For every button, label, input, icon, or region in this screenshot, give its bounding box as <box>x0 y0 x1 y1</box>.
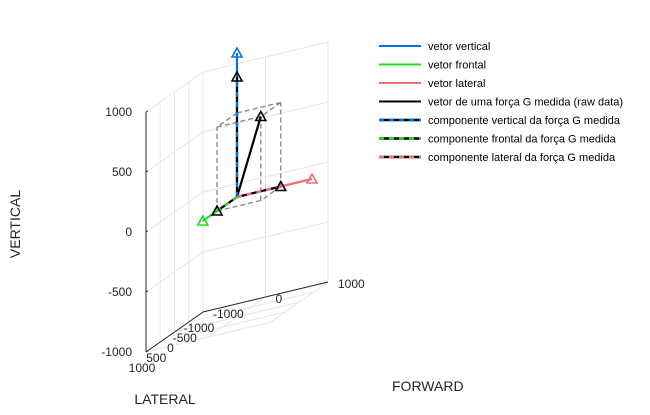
grid-line <box>145 131 204 173</box>
data-series <box>196 46 319 226</box>
y-tick-label: 0 <box>167 341 174 355</box>
z-tick-mark <box>145 350 148 353</box>
grid-line <box>202 41 329 73</box>
endpoint-marker <box>230 46 244 58</box>
z-tick-mark <box>145 230 148 233</box>
box-edge <box>216 115 261 128</box>
legend-label: vetor frontal <box>428 60 486 72</box>
legend-label: componente vertical da força G medida <box>428 115 621 127</box>
y-axis-line <box>145 311 204 353</box>
endpoint-marker <box>305 172 319 184</box>
y-axis-title: LATERAL <box>134 391 195 407</box>
legend-label: vetor de uma força G medida (raw data) <box>428 97 623 109</box>
endpoint-marker <box>210 204 224 216</box>
z-axis-title: VERTICAL <box>7 190 23 258</box>
legend-label: componente lateral da força G medida <box>428 152 616 164</box>
legend-label: componente frontal da força G medida <box>428 134 617 146</box>
y-tick-label: -500 <box>173 331 197 345</box>
x-tick-label: 1000 <box>338 277 365 291</box>
grid-line <box>145 321 272 353</box>
endpoint-marker <box>254 109 268 122</box>
grid-line <box>160 311 286 343</box>
grid-line <box>188 291 314 323</box>
z-tick-label: -1000 <box>101 345 132 359</box>
axes-frame <box>145 110 329 353</box>
grid-line <box>145 71 204 113</box>
series-line <box>236 185 282 199</box>
z-tick-label: 500 <box>112 165 132 179</box>
series-line <box>216 196 238 212</box>
x-axis-title: FORWARD <box>392 378 464 394</box>
tick-labels: 10005000-500-100010005000-500-1000-10000… <box>101 105 365 375</box>
grid-line <box>202 221 329 253</box>
legend: vetor vertical vetor frontal vetor lateral… <box>379 41 623 164</box>
endpoint-marker <box>196 214 210 226</box>
grid-line <box>202 161 329 193</box>
grid-line <box>145 191 204 233</box>
axis-titles: VERTICAL LATERAL FORWARD <box>7 190 464 407</box>
x-tick-label: 0 <box>276 292 283 306</box>
z-tick-label: 1000 <box>105 105 132 119</box>
grid-line <box>174 301 300 333</box>
x-axis-line <box>202 281 329 313</box>
box-edge <box>260 101 282 118</box>
grid-line <box>202 101 329 133</box>
z-tick-label: 0 <box>125 225 132 239</box>
endpoint-marker <box>230 70 244 82</box>
box-edge <box>216 112 238 128</box>
series-line <box>235 116 262 198</box>
z-tick-mark <box>145 290 148 293</box>
x-tick-label: -1000 <box>213 307 244 321</box>
z-tick-mark <box>145 110 148 113</box>
y-tick-label: 500 <box>146 351 166 365</box>
y-tick-label: 1000 <box>129 361 156 375</box>
endpoint-marker <box>274 179 288 192</box>
y-tick-label: -1000 <box>184 321 215 335</box>
z-tick-mark <box>145 170 148 173</box>
legend-label: vetor lateral <box>428 78 485 90</box>
z-tick-label: -500 <box>108 285 132 299</box>
grid-line <box>145 251 204 293</box>
legend-label: vetor vertical <box>428 41 490 53</box>
